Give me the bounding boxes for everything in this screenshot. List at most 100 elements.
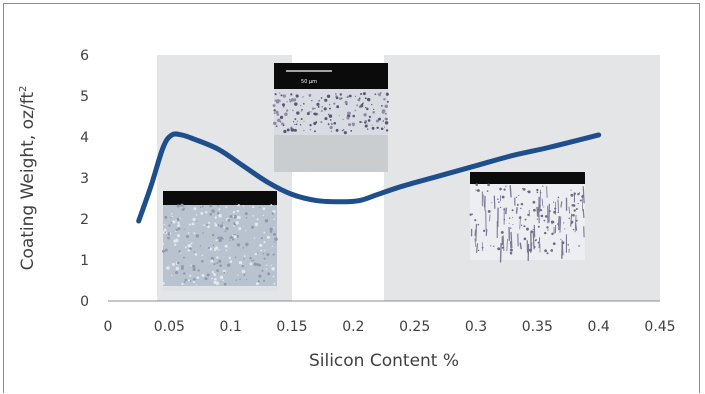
micrograph-sandelin-peak-speck <box>371 124 373 126</box>
micrograph-low-silicon-speck <box>183 281 186 283</box>
micrograph-high-silicon-speck <box>544 215 548 218</box>
micrograph-low-silicon-speck <box>232 215 235 218</box>
micrograph-sandelin-peak-speck <box>371 126 375 130</box>
micrograph-sandelin-peak-speck <box>296 111 300 115</box>
micrograph-high-silicon-speck <box>557 223 559 225</box>
micrograph-low-silicon-speck <box>205 211 208 214</box>
micrograph-sandelin-peak-speck <box>310 111 312 113</box>
micrograph-low-silicon-speck <box>187 243 192 248</box>
micrograph-low-silicon-speck <box>218 208 221 211</box>
micrograph-sandelin-peak-speck <box>371 103 373 106</box>
micrograph-low-silicon-speck <box>200 206 202 208</box>
micrograph-high-silicon-speck <box>501 246 505 249</box>
micrograph-high-silicon-column <box>582 186 585 204</box>
x-tick-label: 0.15 <box>276 319 307 335</box>
micrograph-sandelin-peak-speck <box>290 98 295 102</box>
micrograph-sandelin-peak-speck <box>281 103 286 107</box>
micrograph-high-silicon-speck <box>572 213 575 217</box>
micrograph-low-silicon-speck <box>176 234 181 238</box>
micrograph-low-silicon-speck <box>231 238 235 241</box>
micrograph-sandelin-peak-speck <box>273 112 276 115</box>
micrograph-low-silicon-speck <box>237 204 241 207</box>
micrograph-low-silicon-speck <box>217 223 220 227</box>
micrograph-sandelin-peak-speck <box>321 106 323 108</box>
micrograph-high-silicon-speck <box>471 213 473 216</box>
micrograph-low-silicon-speck <box>190 264 192 267</box>
micrograph-sandelin-peak-speck <box>299 104 302 107</box>
micrograph-sandelin-peak-speck <box>274 99 278 102</box>
micrograph-sandelin-peak-speck <box>346 116 350 120</box>
micrograph-low-silicon-speck <box>193 232 196 235</box>
micrograph-low-silicon-speck <box>192 280 196 283</box>
micrograph-low-silicon-speck <box>273 204 276 207</box>
micrograph-sandelin-peak-speck <box>289 98 291 101</box>
micrograph-sandelin-peak-speck <box>275 110 279 114</box>
micrograph-low-silicon-speck <box>229 260 233 263</box>
micrograph-sandelin-peak-speck <box>299 124 302 126</box>
micrograph-low-silicon-speck <box>218 259 222 263</box>
micrograph-sandelin-peak-speck <box>302 96 304 98</box>
micrograph-high-silicon-speck <box>505 185 507 187</box>
micrograph-sandelin-peak-speck <box>344 100 348 104</box>
micrograph-low-silicon-speck <box>167 236 170 240</box>
micrograph-sandelin-peak-speck <box>311 107 315 110</box>
micrograph-high-silicon-speck <box>561 241 565 245</box>
micrograph-low-silicon-speck <box>171 262 175 266</box>
micrograph-sandelin-peak-speck <box>342 129 345 131</box>
micrograph-sandelin-peak-speck <box>364 124 368 128</box>
x-tick-label: 0.2 <box>342 319 364 335</box>
micrograph-sandelin-peak-speck <box>381 110 385 114</box>
micrograph-high-silicon-speck <box>543 206 545 208</box>
micrograph-sandelin-peak-speck <box>366 97 371 102</box>
micrograph-low-silicon-speck <box>162 281 165 285</box>
micrograph-sandelin-peak-speck <box>366 107 369 111</box>
micrograph-sandelin-peak-speck <box>352 114 355 118</box>
micrograph-sandelin-peak-speck <box>283 106 285 108</box>
micrograph-sandelin-peak-speck <box>342 118 344 121</box>
micrograph-high-silicon-column <box>483 194 485 208</box>
micrograph-high-silicon-speck <box>520 202 524 206</box>
micrograph-low-silicon-speck <box>164 215 168 219</box>
micrograph-low-silicon-speck <box>181 207 183 209</box>
micrograph-low-silicon-speck <box>257 280 260 283</box>
micrograph-high-silicon-column <box>538 204 541 213</box>
micrograph-low-silicon-speck <box>209 247 212 250</box>
micrograph-low-silicon-speck <box>234 256 237 259</box>
micrograph-high-silicon-speck <box>558 228 560 230</box>
micrograph-high-silicon-column <box>485 228 488 237</box>
micrograph-sandelin-peak-speck <box>306 112 310 116</box>
micrograph-sandelin-peak-speck <box>294 123 296 126</box>
micrograph-sandelin-peak-speck <box>294 128 297 132</box>
micrograph-high-silicon-speck <box>527 190 531 194</box>
micrograph-low-silicon-speck <box>273 227 275 229</box>
micrograph-high-silicon-column <box>561 241 564 256</box>
micrograph-sandelin-peak-speck <box>350 129 353 132</box>
micrograph-low-silicon-speck <box>236 209 240 213</box>
micrograph-sandelin-peak-speck <box>290 129 292 131</box>
micrograph-low-silicon-speck <box>177 227 181 231</box>
micrograph-sandelin-peak-speck <box>378 117 382 121</box>
micrograph-low-silicon-speck <box>226 263 231 267</box>
micrograph-sandelin-peak-speck <box>375 119 379 123</box>
micrograph-low-silicon-speck <box>245 217 248 219</box>
micrograph-low-silicon-speck <box>263 257 266 260</box>
micrograph-sandelin-peak-speck <box>338 115 340 117</box>
micrograph-low-silicon-speck <box>253 237 256 239</box>
micrograph-high-silicon-speck <box>533 245 536 249</box>
micrograph-low-silicon-speck <box>222 279 224 282</box>
micrograph-low-silicon <box>161 191 278 291</box>
micrograph-high-silicon-speck <box>501 195 505 199</box>
micrograph-sandelin-peak-speck <box>364 121 367 124</box>
micrograph-high-silicon-speck <box>557 211 559 214</box>
micrograph-high-silicon-column <box>506 239 508 252</box>
micrograph-high-silicon-speck <box>503 208 506 211</box>
micrograph-sandelin-peak-speck <box>301 108 303 111</box>
micrograph-high-silicon-speck <box>543 231 547 235</box>
micrograph-low-silicon-speck <box>238 227 242 231</box>
micrograph-high-silicon-speck <box>530 230 534 233</box>
micrograph-high-silicon-column <box>493 195 496 209</box>
micrograph-low-silicon-speck <box>206 273 210 277</box>
micrograph-low-silicon-speck <box>265 264 268 267</box>
micrograph-low-silicon-speck <box>242 205 245 207</box>
